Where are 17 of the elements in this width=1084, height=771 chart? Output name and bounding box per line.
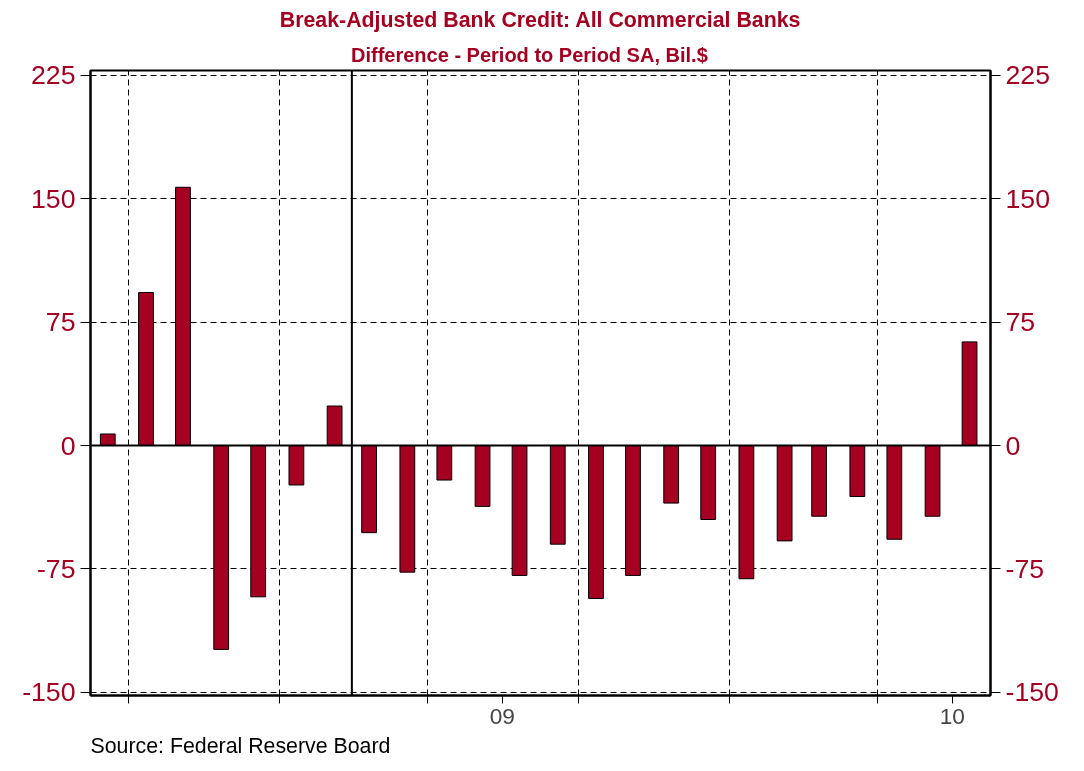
y2-tick-label: -150 [1005, 677, 1059, 708]
y-tick-label: -150 [22, 677, 76, 708]
chart-title: Break-Adjusted Bank Credit: All Commercial Banks [279, 7, 801, 32]
y2-tick-label: -75 [1005, 553, 1045, 584]
chart-subtitle: Difference - Period to Period SA, Bil.$ [351, 43, 708, 66]
y-tick-label: 75 [45, 307, 76, 338]
source-note: Source: Federal Reserve Board [90, 733, 391, 758]
y-tick-label: 225 [31, 60, 76, 91]
y-tick-label: 0 [60, 430, 76, 461]
x-tick-label: 09 [489, 702, 515, 729]
y-tick-label: -75 [36, 553, 76, 584]
y2-tick-label: 75 [1005, 307, 1036, 338]
y-tick-label: 150 [31, 183, 76, 214]
y2-tick-label: 0 [1005, 430, 1021, 461]
y2-tick-label: 225 [1005, 60, 1050, 91]
x-tick-label: 10 [939, 702, 965, 729]
y2-tick-label: 150 [1005, 183, 1050, 214]
